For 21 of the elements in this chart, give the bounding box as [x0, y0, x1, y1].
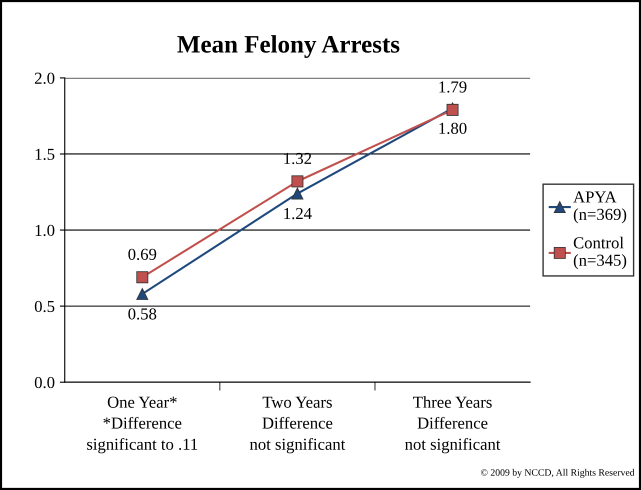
data-label: 0.58 — [128, 308, 156, 320]
y-tick-label: 2.0 — [34, 72, 54, 84]
text: © 2009 by NCCD, All Rights Reserved — [480, 468, 634, 478]
y-tick-label: 1.5 — [36, 148, 54, 160]
point — [136, 288, 148, 300]
y-tick-label: 1.0 — [36, 224, 54, 236]
data-label: 1.80 — [439, 122, 466, 134]
x-tick-label: Two Years Difference not significant — [250, 396, 346, 454]
data-label: 1.24 — [284, 208, 312, 220]
point — [136, 271, 148, 284]
x-tick-label: Three Years Difference not significant — [405, 396, 500, 454]
y-tick-label: 0.5 — [34, 300, 54, 312]
data-label: 1.79 — [439, 81, 466, 93]
point — [291, 188, 304, 200]
point — [291, 175, 304, 188]
legend-label: APYA (n=369) — [573, 191, 626, 224]
chart-title: Mean Felony Arrests — [177, 35, 400, 58]
legend-label: Control (n=345) — [574, 236, 626, 270]
y-tick-label: 0.0 — [34, 376, 54, 388]
data-label: 0.69 — [128, 248, 156, 260]
x-tick-label: One Year* *Difference significant to .11 — [87, 396, 198, 454]
